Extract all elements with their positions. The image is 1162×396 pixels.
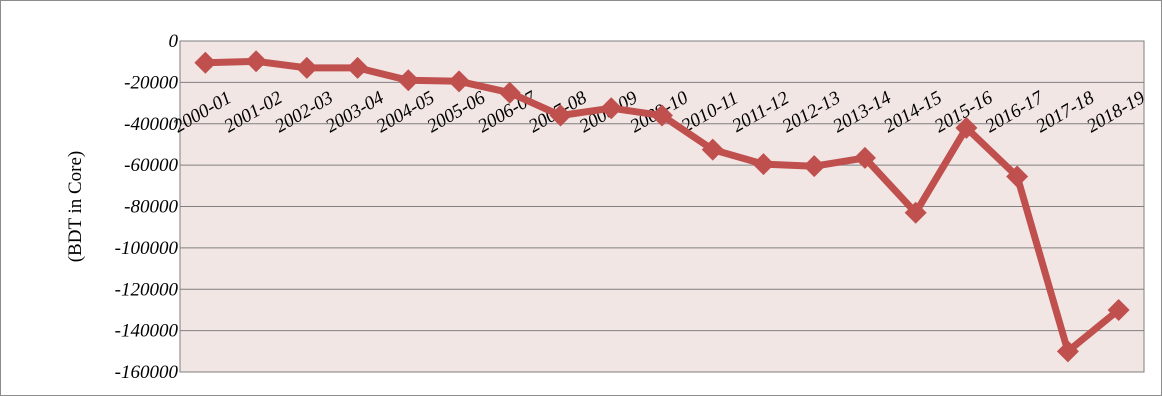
series-layer	[194, 50, 1130, 363]
data-point	[701, 138, 724, 161]
data-point	[1107, 298, 1130, 321]
data-point	[651, 104, 673, 127]
data-point	[1056, 340, 1079, 363]
data-point	[904, 201, 927, 224]
y-tick-label: -120000	[115, 279, 179, 300]
data-point	[448, 70, 471, 93]
data-point	[346, 56, 369, 79]
gridlines	[180, 40, 1144, 373]
y-axis-title: (BDT in Core)	[65, 151, 86, 263]
data-point	[955, 116, 978, 139]
y-tick-label: -100000	[115, 238, 179, 259]
y-tick-label: -80000	[124, 197, 178, 218]
data-point	[549, 104, 572, 127]
data-point	[1006, 165, 1029, 188]
y-tick-label: -40000	[124, 114, 178, 135]
data-point	[752, 153, 775, 176]
data-point	[853, 146, 876, 169]
y-axis-tick-labels: 0 -20000 -40000 -60000 -80000 -100000 -120000 -…	[115, 31, 179, 383]
y-tick-label: -140000	[115, 321, 179, 342]
y-tick-label: 0	[169, 31, 179, 52]
data-point	[600, 97, 623, 120]
y-tick-label: -60000	[124, 155, 178, 176]
data-point	[803, 155, 826, 178]
data-point	[397, 69, 420, 92]
y-tick-label: -20000	[124, 72, 178, 93]
data-point	[194, 51, 217, 74]
data-point	[498, 81, 521, 104]
data-point	[245, 50, 268, 73]
y-tick-label: -160000	[115, 362, 179, 383]
data-point	[295, 56, 318, 79]
